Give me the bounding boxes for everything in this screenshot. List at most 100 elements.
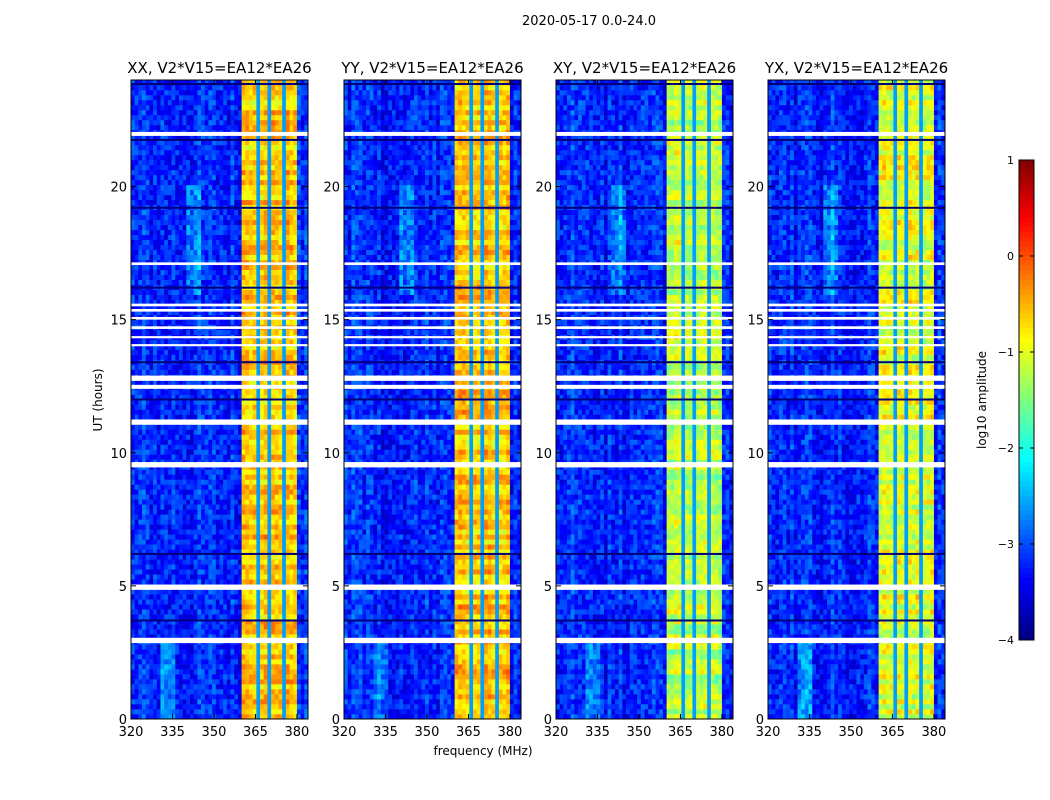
heatmap-cell	[304, 499, 309, 505]
heatmap-cell	[153, 589, 158, 595]
heatmap-cell	[212, 689, 217, 695]
heatmap-cell	[142, 219, 147, 226]
heatmap-cell	[193, 344, 198, 350]
heatmap-cell	[237, 449, 242, 455]
heatmap-cell	[156, 299, 161, 305]
heatmap-cell	[285, 539, 290, 545]
heatmap-cell	[156, 199, 161, 206]
heatmap-cell	[226, 259, 231, 266]
heatmap-cell	[134, 524, 139, 530]
heatmap-cell	[252, 224, 257, 231]
heatmap-cell	[212, 579, 217, 585]
heatmap-cell	[230, 229, 235, 236]
heatmap-cell	[160, 659, 165, 665]
heatmap-cell	[178, 574, 183, 580]
heatmap-cell	[201, 699, 206, 705]
heatmap-cell	[201, 429, 206, 435]
heatmap-cell	[230, 364, 235, 370]
heatmap-cell	[245, 364, 250, 370]
heatmap-cell	[178, 349, 183, 355]
heatmap-cell	[296, 594, 301, 600]
heatmap-cell	[256, 699, 261, 705]
heatmap-cell	[134, 409, 139, 415]
heatmap-cell	[178, 239, 183, 246]
heatmap-cell	[160, 504, 165, 510]
heatmap-cell	[285, 269, 290, 275]
heatmap-cell	[252, 479, 257, 485]
heatmap-cell	[263, 699, 268, 705]
heatmap-cell	[178, 514, 183, 520]
heatmap-cell	[249, 679, 253, 685]
heatmap-cell	[256, 679, 261, 685]
heatmap-cell	[134, 594, 139, 600]
heatmap-cell	[215, 439, 220, 445]
heatmap-cell	[149, 289, 154, 295]
heatmap-cell	[278, 459, 283, 465]
heatmap-cell	[201, 279, 206, 285]
heatmap-cell	[219, 364, 224, 370]
heatmap-cell	[190, 684, 194, 690]
heatmap-cell	[285, 519, 290, 525]
heatmap-cell	[249, 709, 253, 715]
heatmap-cell	[186, 409, 191, 415]
heatmap-cell	[208, 349, 213, 355]
heatmap-cell	[134, 544, 139, 550]
heatmap-cell	[142, 544, 147, 550]
heatmap-cell	[175, 499, 180, 505]
heatmap-cell	[178, 424, 183, 430]
heatmap-cell	[260, 369, 265, 375]
heatmap-cell	[149, 529, 154, 535]
heatmap-cell	[138, 659, 143, 665]
heatmap-cell	[285, 254, 290, 261]
heatmap-cell	[186, 559, 191, 565]
heatmap-cell	[167, 494, 172, 500]
heatmap-cell	[149, 309, 154, 315]
heatmap-cell	[212, 434, 217, 440]
heatmap-cell	[193, 714, 198, 720]
heatmap-cell	[293, 344, 298, 350]
heatmap-cell	[245, 309, 250, 315]
heatmap-cell	[296, 434, 301, 440]
heatmap-cell	[160, 704, 165, 710]
heatmap-cell	[271, 524, 276, 530]
heatmap-cell	[131, 519, 135, 525]
heatmap-cell	[226, 304, 231, 310]
heatmap-cell	[282, 659, 287, 665]
heatmap-cell	[293, 454, 298, 460]
heatmap-cell	[256, 504, 261, 510]
heatmap-cell	[197, 214, 202, 221]
heatmap-cell	[278, 429, 283, 435]
heatmap-cell	[219, 684, 224, 690]
heatmap-cell	[164, 694, 169, 700]
heatmap-cell	[145, 509, 150, 515]
heatmap-cell	[164, 679, 169, 685]
heatmap-cell	[226, 229, 231, 236]
heatmap-cell	[164, 629, 169, 635]
heatmap-cell	[245, 424, 250, 430]
heatmap-cell	[208, 429, 213, 435]
heatmap-cell	[131, 679, 135, 685]
heatmap-cell	[204, 539, 209, 545]
heatmap-cell	[131, 664, 135, 670]
heatmap-cell	[171, 319, 176, 325]
heatmap-cell	[293, 674, 298, 680]
heatmap-cell	[131, 254, 135, 261]
heatmap-cell	[234, 459, 239, 465]
heatmap-cell	[215, 704, 220, 710]
heatmap-cell	[186, 279, 191, 285]
heatmap-cell	[149, 694, 154, 700]
heatmap-cell	[223, 549, 228, 555]
heatmap-cell	[156, 589, 161, 595]
heatmap-cell	[249, 364, 253, 370]
heatmap-cell	[226, 539, 231, 545]
heatmap-cell	[208, 674, 213, 680]
heatmap-cell	[219, 499, 224, 505]
heatmap-cell	[175, 354, 180, 360]
heatmap-cell	[201, 399, 206, 405]
heatmap-cell	[223, 474, 228, 480]
heatmap-cell	[134, 644, 139, 650]
heatmap-cell	[204, 614, 209, 620]
heatmap-cell	[145, 454, 150, 460]
heatmap-cell	[241, 539, 246, 545]
heatmap-cell	[293, 404, 298, 410]
